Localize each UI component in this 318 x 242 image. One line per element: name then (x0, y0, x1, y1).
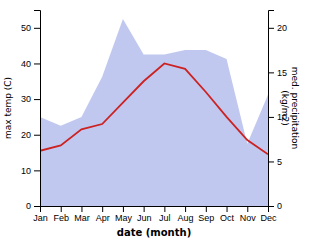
tick-mark (34, 99, 40, 100)
tick-mark (268, 28, 274, 29)
tick-mark (61, 206, 62, 212)
y2-axis-title: med. precipitation(kg/m2) (280, 67, 300, 149)
y-axis-title: max temp (C) (3, 77, 13, 139)
tick-mark (81, 206, 82, 212)
tick: Feb (53, 206, 69, 223)
x-axis: Jan Feb Mar Apr May Jun Jul Aug Sep Oct NovDec (33, 206, 277, 223)
tick: May (115, 206, 133, 223)
tick-label: Dec (260, 213, 277, 223)
y-axis: 0 10 20 30 40 50 (21, 11, 41, 212)
tick-label: Jul (159, 213, 171, 223)
tick-mark (268, 206, 274, 207)
tick-label: 0 (277, 201, 282, 211)
tick: 15 (268, 68, 287, 78)
tick-mark (34, 135, 40, 136)
tick-mark (34, 63, 40, 64)
tick: 40 (21, 59, 40, 69)
tick: Aug (178, 206, 194, 223)
line (40, 63, 268, 154)
tick-mark (247, 206, 248, 212)
tick-mark (34, 170, 40, 171)
tick: 10 (21, 166, 40, 176)
plot-area: JanFebMarAprMayJunJulAugSepOctNovDec0102… (21, 11, 287, 224)
tick: 0 (268, 201, 282, 211)
tick-label: Nov (240, 213, 257, 223)
tick: Oct (220, 206, 235, 223)
tick: 50 (21, 23, 40, 33)
area (40, 19, 268, 206)
tick-label: Mar (74, 213, 90, 223)
tick: Jan (33, 206, 48, 223)
tick: Jul (159, 206, 171, 223)
x-axis-title: date (month) (117, 227, 191, 238)
tick-mark (185, 206, 186, 212)
tick-label: 15 (277, 68, 287, 78)
tick-mark (268, 161, 274, 162)
tick: Mar (74, 206, 90, 223)
tick-mark (268, 117, 274, 118)
y2-axis-title-line: med. precipitation (290, 67, 300, 149)
tick: Nov (240, 206, 257, 223)
tick-label: 20 (21, 130, 31, 140)
tick-mark (123, 206, 124, 212)
tick-label: 10 (21, 166, 31, 176)
tick-mark (102, 206, 103, 212)
tick-mark (227, 206, 228, 212)
tick-label: Feb (53, 213, 69, 223)
marks (40, 19, 268, 206)
tick: 0 (26, 201, 40, 211)
tick: 30 (21, 94, 40, 104)
tick: Sep (198, 206, 214, 223)
axis-line (41, 207, 269, 213)
tick-label: 30 (21, 94, 31, 104)
tick-mark (34, 28, 40, 29)
tick: Jun (137, 206, 152, 223)
tick-label: Aug (178, 213, 194, 223)
tick-label: Sep (198, 213, 214, 223)
tick-label: 5 (277, 157, 282, 167)
tick-label: 40 (21, 59, 31, 69)
tick-mark (164, 206, 165, 212)
tick-label: Oct (220, 213, 235, 223)
tick-label: 0 (26, 201, 31, 211)
tick-label: 20 (277, 23, 287, 33)
tick-mark (144, 206, 145, 212)
tick: 5 (268, 157, 282, 167)
tick: Dec (260, 206, 277, 223)
tick-label: Apr (96, 213, 110, 223)
tick: 20 (21, 130, 40, 140)
tick-mark (34, 206, 40, 207)
tick-mark (268, 72, 274, 73)
tick-label: Jan (33, 213, 48, 223)
chart: JanFebMarAprMayJunJulAugSepOctNovDec0102… (0, 0, 318, 242)
y2-axis-title-line: (kg/m2) (280, 90, 290, 125)
tick-label: May (115, 213, 133, 223)
tick-mark (206, 206, 207, 212)
tick: 20 (268, 23, 287, 33)
tick-label: Jun (137, 213, 152, 223)
axis-line (34, 11, 41, 207)
axis-line (269, 11, 275, 207)
tick-label: 50 (21, 23, 31, 33)
tick: Apr (96, 206, 110, 223)
